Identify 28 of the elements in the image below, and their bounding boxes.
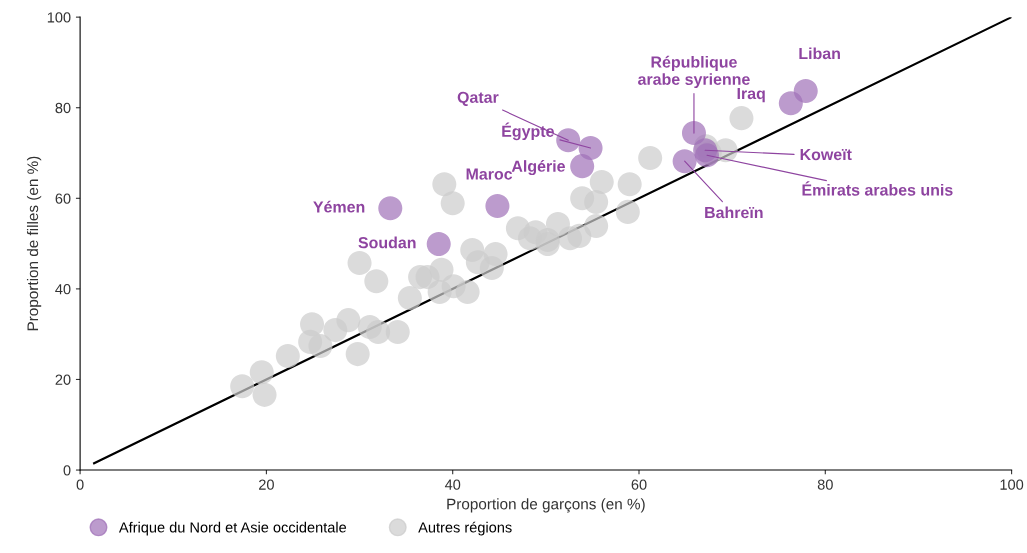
- y-tick-label: 80: [55, 102, 71, 114]
- x-tick-label: 0: [76, 479, 84, 490]
- annotation: Soudan: [358, 236, 416, 249]
- y-axis-title: Proportion de filles (en %): [26, 156, 42, 331]
- x-tick-label: 20: [259, 479, 274, 490]
- annotation: Bahreïn: [705, 206, 763, 219]
- x-tick-label: 60: [631, 479, 647, 490]
- annotation: Koweït: [800, 148, 852, 161]
- x-tick-label: 80: [817, 479, 833, 490]
- annotation: Émirats arabes unis: [802, 181, 953, 196]
- annotation: Yémen: [313, 200, 365, 213]
- annotation: Liban: [799, 47, 840, 60]
- annotation: République arabe syrienne: [638, 55, 750, 89]
- x-axis-title: Proportion de garçons (en %): [447, 498, 645, 513]
- annotation: Égypte: [502, 122, 554, 141]
- y-tick-label: 0: [63, 465, 71, 476]
- annotation: Qatar: [457, 91, 499, 106]
- x-tick-label: 100: [1000, 479, 1024, 490]
- legend-label: Afrique du Nord et Asie occidentale: [118, 521, 347, 536]
- y-tick-label: 60: [55, 193, 71, 204]
- y-tick-label: 20: [55, 374, 71, 385]
- annotation: Maroc: [466, 168, 513, 180]
- annotation: Iraq: [737, 88, 765, 103]
- y-tick-label: 40: [55, 283, 71, 295]
- annotation: Algérie: [511, 159, 565, 176]
- y-tick-label: 100: [47, 12, 71, 23]
- x-tick-label: 40: [444, 479, 461, 490]
- legend-label: Autres régions: [418, 521, 512, 536]
